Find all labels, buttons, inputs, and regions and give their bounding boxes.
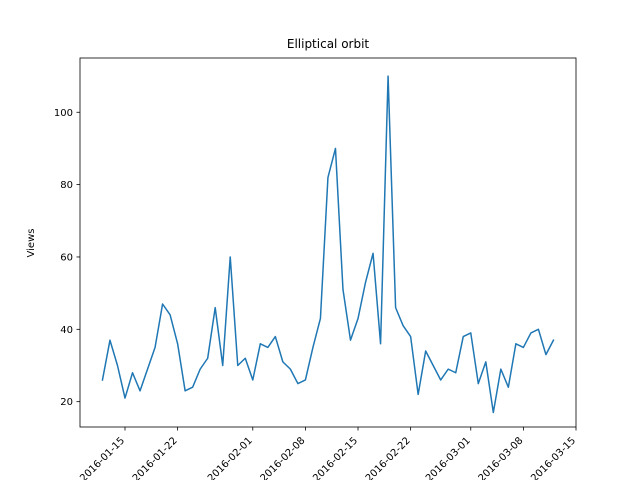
series-line	[101, 75, 555, 414]
chart-title: Elliptical orbit	[287, 37, 370, 51]
x-tick-label: 2016-03-08	[477, 435, 526, 480]
x-tick-label: 2016-03-01	[424, 435, 473, 480]
x-tick-label: 2016-01-22	[131, 435, 180, 480]
y-tick-label: 100	[54, 108, 73, 119]
x-tick-label: 2016-02-22	[364, 435, 413, 480]
x-tick-label: 2016-02-01	[206, 435, 255, 480]
x-tick-label: 2016-02-08	[259, 435, 308, 480]
y-tick-label: 80	[60, 180, 73, 191]
y-axis-label: Views	[26, 229, 37, 258]
plot-frame	[79, 57, 577, 428]
x-tick-label: 2016-01-15	[78, 435, 127, 480]
y-tick-label: 40	[60, 325, 73, 336]
y-tick-label: 20	[60, 397, 73, 408]
x-tick-label: 2016-03-15	[529, 435, 578, 480]
x-axis: 2016-01-15 2016-01-22 2016-02-01 2016-02-08…	[78, 427, 578, 480]
y-tick-label: 60	[60, 252, 73, 263]
x-tick-label: 2016-02-15	[311, 435, 360, 480]
y-axis: 20 40 60 80 100	[54, 108, 80, 408]
